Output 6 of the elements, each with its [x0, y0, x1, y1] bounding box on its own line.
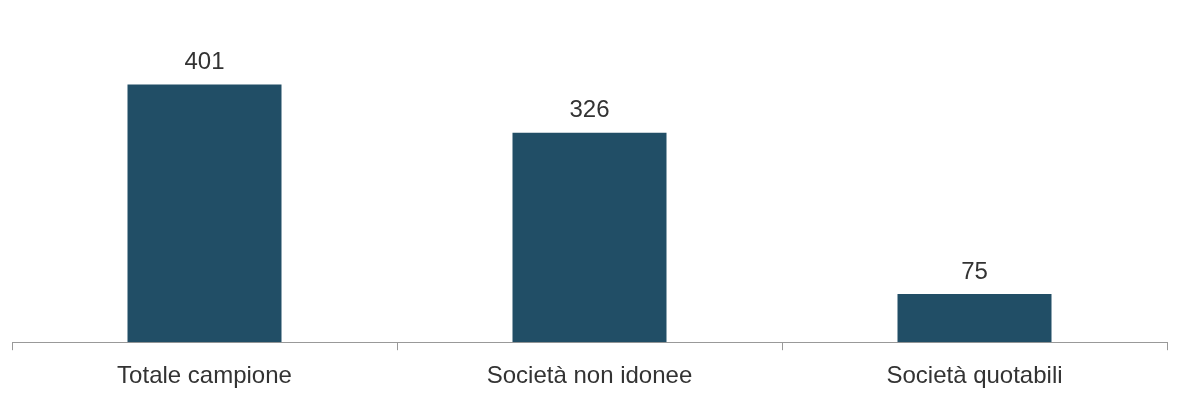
x-tick-label: Totale campione: [117, 361, 292, 389]
data-label: 75: [961, 256, 988, 284]
data-label: 401: [184, 47, 225, 75]
x-tick-label: Società quotabili: [886, 361, 1063, 389]
x-tick-label: Società non idonee: [486, 361, 693, 389]
data-label: 326: [569, 95, 610, 123]
